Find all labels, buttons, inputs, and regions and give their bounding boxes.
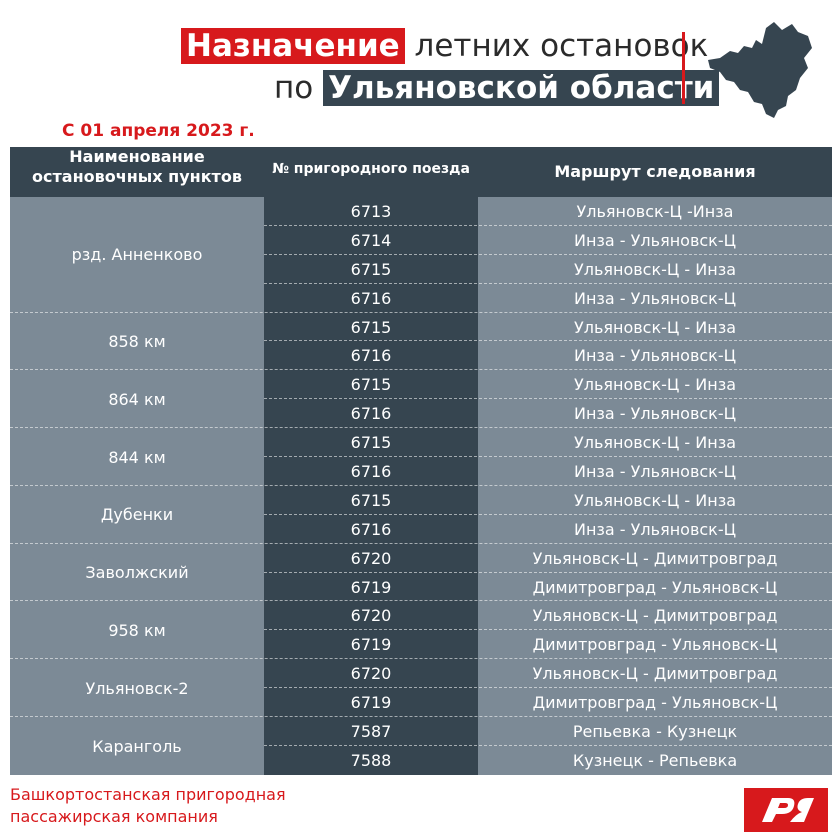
route: Инза - Ульяновск-Ц xyxy=(573,346,737,366)
train-number: 6715 xyxy=(350,259,392,279)
route: Ульяновск-Ц - Инза xyxy=(573,375,737,395)
table-row: 6715 Ульяновск-Ц - Инза xyxy=(10,486,832,515)
table-row: 6719 Димитровград - Ульяновск-Ц xyxy=(10,688,832,717)
route: Кузнецк - Репьевка xyxy=(572,750,738,770)
train-number: 6715 xyxy=(350,433,392,453)
header-train-number: № пригородного поезда xyxy=(264,147,478,197)
company-name-line-1: Башкортостанская пригородная xyxy=(10,785,286,804)
table-body: 6713 Ульяновск-Ц -Инза 6714 Инза - Ульяновс… xyxy=(10,197,832,775)
train-number: 6720 xyxy=(350,664,392,684)
route-column-bg xyxy=(478,197,832,775)
train-number: 6716 xyxy=(350,404,392,424)
table-row: 6716 Инза - Ульяновск-Ц xyxy=(10,457,832,486)
route: Ульяновск-Ц -Инза xyxy=(576,201,734,221)
route: Инза - Ульяновск-Ц xyxy=(573,230,737,250)
station-name: 844 км xyxy=(108,447,166,467)
station-name: рзд. Анненково xyxy=(71,245,203,265)
train-number: 6719 xyxy=(350,635,392,655)
table-row: 6715 Ульяновск-Ц - Инза xyxy=(10,313,832,342)
route: Инза - Ульяновск-Ц xyxy=(573,461,737,481)
route: Ульяновск-Ц - Димитровград xyxy=(532,548,778,568)
station-column-bg xyxy=(10,197,264,775)
title-divider xyxy=(682,32,685,104)
station-name: 858 км xyxy=(108,331,166,351)
table-row: 6713 Ульяновск-Ц -Инза xyxy=(10,197,832,226)
table-row: 6720 Ульяновск-Ц - Димитровград xyxy=(10,544,832,573)
station-name: Ульяновск-2 xyxy=(85,678,189,698)
route: Инза - Ульяновск-Ц xyxy=(573,519,737,539)
table-row: 6719 Димитровград - Ульяновск-Ц xyxy=(10,573,832,602)
company-name-line-2: пассажирская компания xyxy=(10,807,218,826)
station-name: 864 км xyxy=(108,389,166,409)
train-number: 6715 xyxy=(350,375,392,395)
table-row: 6716 Инза - Ульяновск-Ц xyxy=(10,284,832,313)
train-number: 6716 xyxy=(350,461,392,481)
route: Инза - Ульяновск-Ц xyxy=(573,288,737,308)
table-row: 7587 Репьевка - Кузнецк xyxy=(10,717,832,746)
table-row: 6720 Ульяновск-Ц - Димитровград xyxy=(10,659,832,689)
route: Ульяновск-Ц - Инза xyxy=(573,490,737,510)
train-number: 6716 xyxy=(350,288,392,308)
title-line-2: по Ульяновской области xyxy=(274,70,720,106)
route: Ульяновск-Ц - Инза xyxy=(573,433,737,453)
station-name: 958 км xyxy=(108,620,166,640)
route: Ульяновск-Ц - Димитровград xyxy=(532,664,778,684)
header-station: Наименование остановочных пунктов xyxy=(10,147,264,191)
train-number: 6713 xyxy=(350,201,392,221)
company-name: Башкортостанская пригородная пассажирска… xyxy=(10,784,286,828)
title-prefix: по xyxy=(274,70,314,106)
route: Димитровград - Ульяновск-Ц xyxy=(532,577,778,597)
route: Ульяновск-Ц - Димитровград xyxy=(532,606,778,626)
title-line-1: Назначение летних остановок xyxy=(181,28,708,64)
table-row: 6716 Инза - Ульяновск-Ц xyxy=(10,399,832,429)
title-rest: летних остановок xyxy=(414,28,709,64)
region-map-icon xyxy=(708,22,812,118)
station-name: Дубенки xyxy=(100,505,174,525)
title-highlight-red: Назначение xyxy=(181,28,405,64)
route: Инза - Ульяновск-Ц xyxy=(573,404,737,424)
table-row: 6716 Инза - Ульяновск-Ц xyxy=(10,515,832,544)
train-number: 6714 xyxy=(350,230,392,250)
table-row: 6714 Инза - Ульяновск-Ц xyxy=(10,226,832,255)
route: Димитровград - Ульяновск-Ц xyxy=(532,693,778,713)
table-row: 7588 Кузнецк - Репьевка xyxy=(10,746,832,775)
train-number: 6719 xyxy=(350,577,392,597)
title-highlight-dark: Ульяновской области xyxy=(323,70,720,106)
table-row: 6715 Ульяновск-Ц - Инза xyxy=(10,428,832,457)
route: Ульяновск-Ц - Инза xyxy=(573,317,737,337)
train-number: 6715 xyxy=(350,317,392,337)
table-row: 6716 Инза - Ульяновск-Ц xyxy=(10,341,832,371)
table-row: 6715 Ульяновск-Ц - Инза xyxy=(10,255,832,284)
table-row: 6720 Ульяновск-Ц - Димитровград xyxy=(10,601,832,631)
route: Репьевка - Кузнецк xyxy=(572,721,738,741)
train-number: 7587 xyxy=(350,721,392,741)
route: Ульяновск-Ц - Инза xyxy=(573,259,737,279)
train-number: 6716 xyxy=(350,519,392,539)
table-row: 6715 Ульяновск-Ц - Инза xyxy=(10,370,832,400)
train-number: 6720 xyxy=(350,606,392,626)
train-number: 6716 xyxy=(350,346,392,366)
header-route: Маршрут следования xyxy=(478,147,832,197)
train-number: 6715 xyxy=(350,490,392,510)
train-number: 6719 xyxy=(350,693,392,713)
route: Димитровград - Ульяновск-Ц xyxy=(532,635,778,655)
train-number: 6720 xyxy=(350,548,392,568)
station-name: Каранголь xyxy=(92,736,182,756)
rzd-logo xyxy=(744,788,828,832)
table-row: 6719 Димитровград - Ульяновск-Ц xyxy=(10,630,832,660)
train-number: 7588 xyxy=(350,750,392,770)
train-column-bg xyxy=(264,197,478,775)
effective-date: С 01 апреля 2023 г. xyxy=(62,121,255,141)
station-name: Заволжский xyxy=(85,563,189,583)
